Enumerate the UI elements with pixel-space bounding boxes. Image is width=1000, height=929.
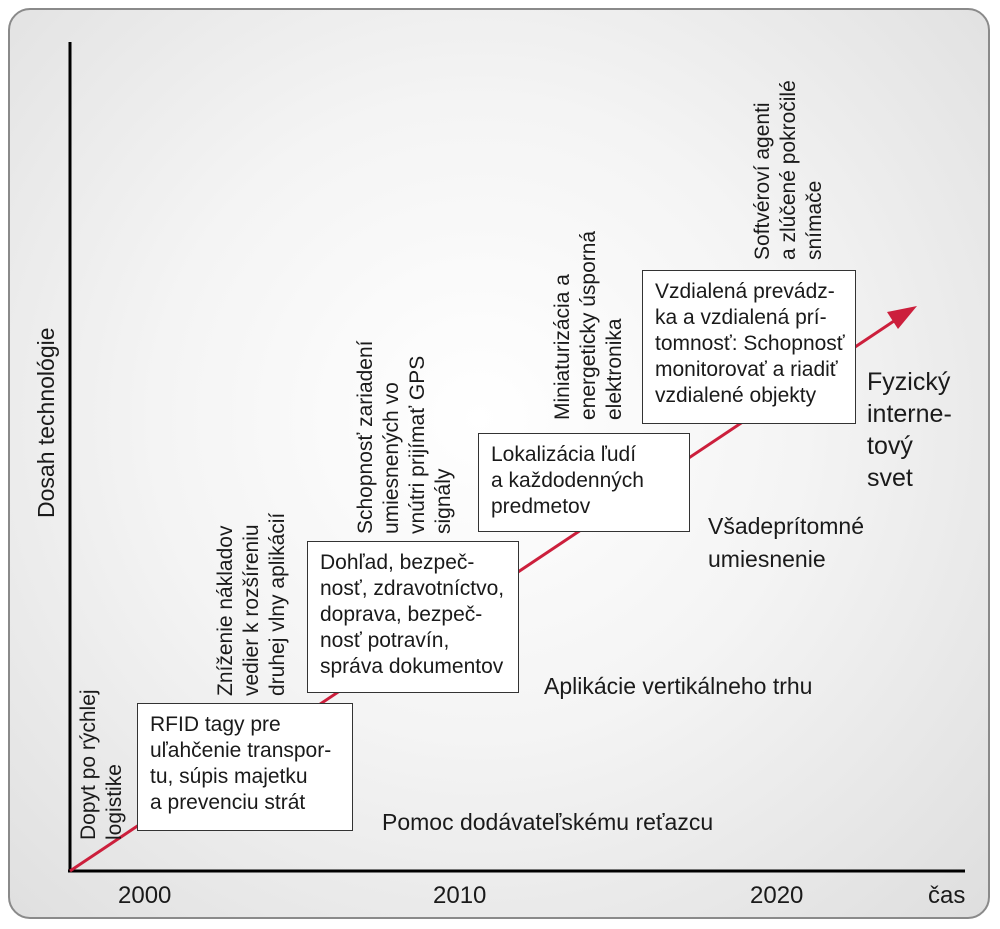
y-axis-label: Dosah technológie: [33, 327, 59, 518]
box-lokalizacia: Lokalizácia ľudí a každodenných predmetov: [478, 433, 690, 532]
driver-dopyt: Dopyt po rýchlej logistike: [77, 689, 126, 840]
stage-aplikacie: Aplikácie vertikálneho trhu: [544, 673, 813, 699]
diagram-frame: Dosah technológie 2000 2010 2020 čas RFI…: [8, 8, 990, 919]
tick-2010: 2010: [433, 882, 487, 909]
stage-vsadepritomne: Všadeprítomné umiesnenie: [708, 513, 864, 572]
driver-softverovi: Softvéroví agenti a zlúčené pokročilé sní…: [751, 80, 826, 260]
growth-arrow-head: [887, 306, 917, 329]
box-vzdialena: Vzdialená prevádz-ka a vzdialená prí- to…: [642, 270, 856, 424]
driver-miniaturizacia: Miniaturizácia a energeticky úsporná elek…: [551, 230, 626, 420]
box-rfid: RFID tagy pre uľahčenie transpor- tu, súp…: [137, 703, 353, 831]
tick-2020: 2020: [750, 882, 804, 909]
box-dohlad: Dohľad, bezpeč-nosť, zdravotníctvo, dopr…: [307, 541, 519, 693]
stage-fyzicky: Fyzický interne- tový svet: [867, 368, 952, 492]
driver-schopnost: Schopnosť zariadení umiesnených vo vnútri…: [354, 340, 455, 534]
tick-2000: 2000: [118, 882, 172, 909]
stage-pomoc: Pomoc dodávateľskému reťazcu: [382, 809, 714, 835]
driver-znizenie: Zníženie nákladov vedier k rozšíreniu dru…: [214, 512, 289, 696]
x-axis-label: čas: [928, 882, 966, 909]
